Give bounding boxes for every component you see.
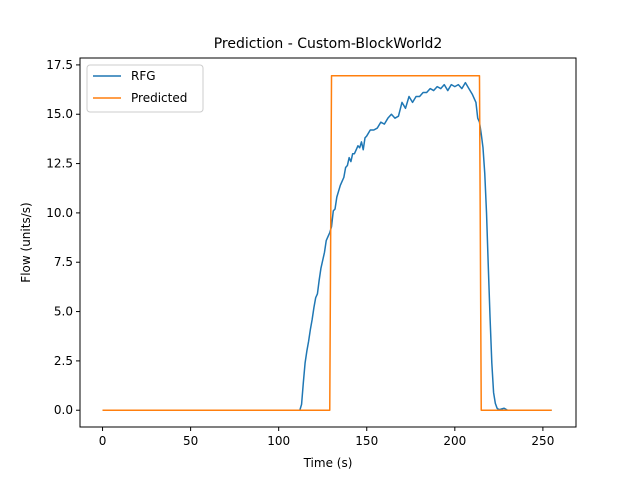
y-tick-label: 17.5 <box>46 58 73 72</box>
x-tick-label: 0 <box>99 434 107 448</box>
y-axis-label: Flow (units/s) <box>19 202 33 282</box>
plot-area <box>102 75 552 411</box>
x-axis-label: Time (s) <box>303 456 353 470</box>
x-tick-label: 250 <box>531 434 554 448</box>
y-tick-label: 12.5 <box>46 157 73 171</box>
plot-frame <box>79 57 577 428</box>
y-tick-label: 15.0 <box>46 107 73 121</box>
y-tick-label: 5.0 <box>54 305 73 319</box>
x-tick-label: 100 <box>267 434 290 448</box>
y-tick-label: 10.0 <box>46 206 73 220</box>
y-tick-label: 2.5 <box>54 354 73 368</box>
series-line-rfg <box>102 81 552 411</box>
legend: RFG Predicted <box>86 64 204 113</box>
x-tick-label: 50 <box>183 434 198 448</box>
chart-title: Prediction - Custom-BlockWorld2 <box>214 36 443 52</box>
legend-label-predicted: Predicted <box>131 91 187 105</box>
y-tick-label: 0.0 <box>54 403 73 417</box>
legend-label-rfg: RFG <box>131 69 156 83</box>
series-line-predicted <box>102 75 552 411</box>
y-tick-label: 7.5 <box>54 255 73 269</box>
x-tick-label: 200 <box>443 434 466 448</box>
x-tick-label: 150 <box>355 434 378 448</box>
